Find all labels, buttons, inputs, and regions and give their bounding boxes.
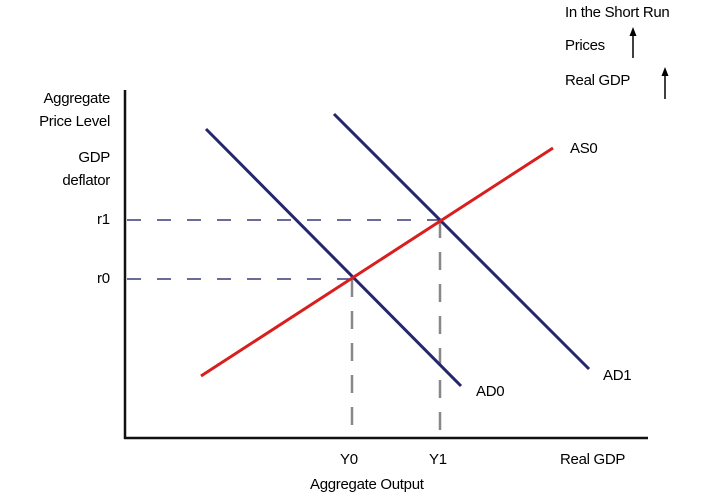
as0-label: AS0 xyxy=(570,140,598,157)
up-arrow-icon xyxy=(629,27,637,58)
x-axis-label-bottom: Aggregate Output xyxy=(310,476,424,493)
y-axis-label-line4: deflator xyxy=(62,172,110,189)
y-axis-label-line3: GDP xyxy=(78,149,110,166)
ad0-curve xyxy=(204,127,463,388)
annotation-real-gdp: Real GDP xyxy=(565,72,631,89)
up-arrow-icon xyxy=(661,67,669,99)
x-axis-label-right: Real GDP xyxy=(560,451,626,468)
as0-curve xyxy=(200,146,554,378)
x-tick-y0: Y0 xyxy=(340,451,358,468)
y-tick-r1: r1 xyxy=(97,211,110,228)
ad0-label: AD0 xyxy=(476,383,505,400)
annotation-title: In the Short Run xyxy=(565,4,670,21)
ad1-curve xyxy=(332,112,591,371)
ad1-label: AD1 xyxy=(603,367,632,384)
y-axis-label-line1: Aggregate xyxy=(43,90,110,107)
x-tick-y1: Y1 xyxy=(429,451,447,468)
y-axis-label-line2: Price Level xyxy=(39,113,110,130)
annotation-prices: Prices xyxy=(565,37,605,54)
y-tick-r0: r0 xyxy=(97,270,110,287)
